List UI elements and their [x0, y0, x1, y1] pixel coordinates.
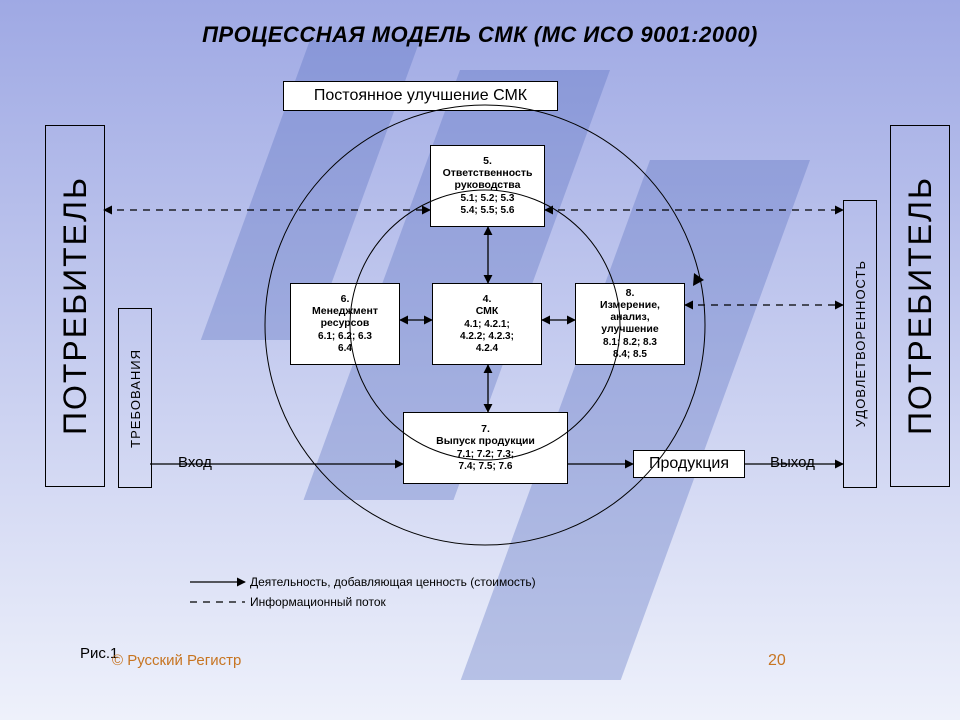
product-box-label: Продукция [649, 455, 729, 473]
node-n4: 4.СМК4.1; 4.2.1;4.2.2; 4.2.3;4.2.4 [432, 283, 542, 365]
node-n6: 6.Менеджментресурсов6.1; 6.2; 6.36.4 [290, 283, 400, 365]
node-n8-sub: 8.1; 8.2; 8.38.4; 8.5 [603, 337, 657, 361]
node-n7-title: 7.Выпуск продукции [436, 423, 535, 447]
improvement-label: Постоянное улучшение СМК [283, 81, 558, 111]
satisfaction-box: УДОВЛЕТВОРЕННОСТЬ [843, 200, 877, 488]
requirements-box: ТРЕБОВАНИЯ [118, 308, 152, 488]
node-n6-title: 6.Менеджментресурсов [312, 293, 378, 329]
consumer-left: ПОТРЕБИТЕЛЬ [45, 125, 105, 487]
consumer-left-label: ПОТРЕБИТЕЛЬ [59, 176, 91, 435]
node-n6-sub: 6.1; 6.2; 6.36.4 [318, 331, 372, 355]
diagram-stage: ПРОЦЕССНАЯ МОДЕЛЬ СМК (МС ИСО 9001:2000)… [0, 0, 960, 720]
page-title: ПРОЦЕССНАЯ МОДЕЛЬ СМК (МС ИСО 9001:2000) [0, 22, 960, 48]
satisfaction-box-label: УДОВЛЕТВОРЕННОСТЬ [854, 260, 867, 427]
output-label: Выход [770, 454, 815, 471]
node-n5: 5.Ответственностьруководства5.1; 5.2; 5.… [430, 145, 545, 227]
node-n8-title: 8.Измерение,анализ,улучшение [600, 287, 660, 335]
node-n7: 7.Выпуск продукции7.1; 7.2; 7.3;7.4; 7.5… [403, 412, 568, 484]
requirements-box-label: ТРЕБОВАНИЯ [129, 349, 142, 448]
legend-solid-label: Деятельность, добавляющая ценность (стои… [250, 575, 536, 589]
node-n8: 8.Измерение,анализ,улучшение8.1; 8.2; 8.… [575, 283, 685, 365]
node-n5-title: 5.Ответственностьруководства [443, 155, 533, 191]
page-number: 20 [768, 652, 786, 670]
node-n4-sub: 4.1; 4.2.1;4.2.2; 4.2.3;4.2.4 [460, 319, 514, 355]
product-box: Продукция [633, 450, 745, 478]
consumer-right-label: ПОТРЕБИТЕЛЬ [904, 176, 936, 435]
copyright-label: © Русский Регистр [112, 652, 241, 669]
consumer-right: ПОТРЕБИТЕЛЬ [890, 125, 950, 487]
node-n4-title: 4.СМК [476, 293, 499, 317]
node-n7-sub: 7.1; 7.2; 7.3;7.4; 7.5; 7.6 [457, 449, 514, 473]
improvement-label-text: Постоянное улучшение СМК [314, 87, 527, 105]
input-label: Вход [178, 454, 212, 471]
node-n5-sub: 5.1; 5.2; 5.35.4; 5.5; 5.6 [461, 193, 515, 217]
legend-dashed-label: Информационный поток [250, 595, 386, 609]
